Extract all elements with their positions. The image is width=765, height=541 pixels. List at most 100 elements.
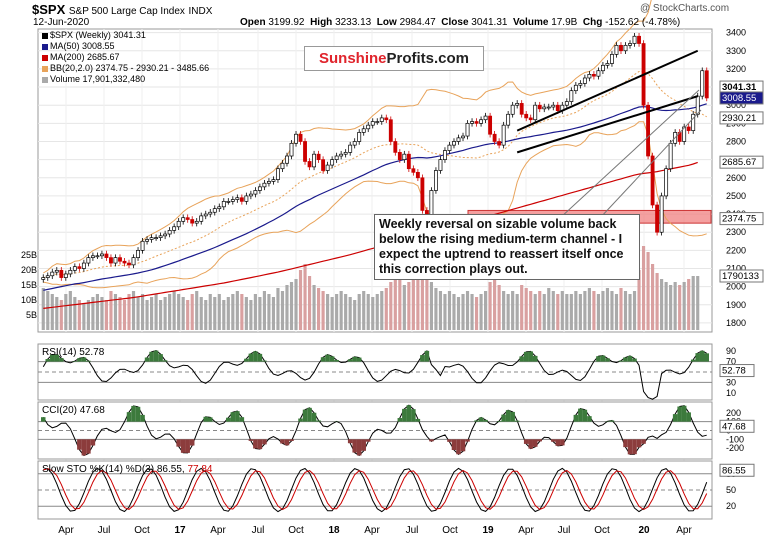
price-tick-label: 3300 [726,46,746,56]
candle-body [686,126,691,131]
candle-body [628,43,632,46]
volume-bar [393,279,397,330]
legend-ma50-swatch [42,43,48,50]
price-tick-label: 2000 [726,282,746,292]
volume-bar [330,297,334,330]
candle-body [361,128,366,133]
candle-body [109,257,113,264]
volume-bar [140,294,145,330]
candle-body [524,113,529,119]
price-tick-label: 2600 [726,173,746,183]
chart-exchange: INDX [188,6,213,17]
x-tick-label: Jul [558,525,571,536]
volume-bar [425,273,429,330]
volume-bar [100,297,104,330]
volume-bar [411,279,415,330]
price-tick-label: 3000 [726,100,746,110]
price-tick-label: 2500 [726,191,746,201]
volume-bar [204,300,208,330]
candle-body [267,181,271,184]
candle-body [591,74,596,77]
candle-body [239,197,244,202]
candle-body [443,150,447,160]
candle-body [163,233,168,237]
bb-low-value-label: 2374.75 [722,214,756,225]
volume-bar [632,291,637,330]
volume-bar [73,297,77,330]
candle-body [330,159,335,166]
volume-bar [357,294,361,330]
price-panel [37,28,713,333]
volume-bar [637,270,641,330]
candle-body [312,153,316,168]
volume-bar [493,279,497,330]
volume-bar [578,294,582,330]
ohlc-readout: Open 3199.92 High 3233.13 Low 2984.47 Cl… [240,17,681,28]
candle-body [406,153,411,170]
candle-body [181,217,186,222]
volume-bar [447,291,452,330]
volume-bar [303,264,307,330]
volume-bar [326,294,330,330]
chart-name: S&P 500 Large Cap Index [68,6,185,17]
candle-body [388,119,393,142]
volume-bar [619,288,623,330]
legend-volume-swatch [42,76,48,83]
channel-upper-line [516,49,699,132]
candle-body [452,141,456,146]
volume-bar [628,294,632,330]
volume-bar [664,282,668,330]
candle-body [546,106,551,109]
chart-annotation: Weekly reversal on sizable volume back b… [374,214,640,280]
candle-body [564,101,569,106]
volume-bar [479,294,483,330]
volume-bar [348,297,352,330]
candle-body [573,84,578,92]
candle-body [339,153,344,157]
price-tick-label: 3400 [726,28,746,38]
candle-body [623,44,628,52]
candle-body [86,257,91,264]
candle-body [402,153,407,160]
candle-body [104,253,109,258]
candle-body [664,168,669,197]
cci-value-label: 47.68 [722,421,746,432]
candle-body [474,121,479,124]
volume-bar [154,294,158,330]
volume-bar [610,291,614,330]
rsi-value-box [719,364,755,378]
volume-bar [547,288,551,330]
volume-bar [438,291,443,330]
volume-bar [95,294,99,330]
volume-bar [307,276,312,330]
candle-body [614,44,619,55]
candle-body [465,122,470,137]
candle-body [257,186,262,191]
volume-bar [669,285,673,330]
volume-bar [118,297,122,330]
x-tick-label: 17 [174,525,186,536]
candle-body [632,35,637,44]
annotation-pointer [599,109,702,219]
candle-body [294,133,298,144]
candle-body [438,159,443,171]
sto-label: Slow STO %K(14) %D(3) 86.55, 77.84 [42,464,213,475]
ma50-value-label: 3008.55 [722,93,756,104]
candle-body [384,117,389,121]
chart-date: 12-Jun-2020 [33,17,90,28]
candle-body [208,211,213,215]
volume-bar [560,291,564,330]
candle-body [637,35,641,44]
price-tick-label: 3200 [726,64,746,74]
volume-bar [50,294,54,330]
ma200-value-label: 2685.67 [722,157,756,168]
volume-tick-label: 25B [21,250,37,260]
candle-body [226,201,231,203]
volume-bar [434,288,438,330]
volume-bar [402,285,406,330]
volume-bar [226,297,230,330]
x-tick-label: Jul [406,525,419,536]
x-tick-label: Apr [210,525,226,536]
volume-bar [529,291,533,330]
candle-body [488,115,493,135]
